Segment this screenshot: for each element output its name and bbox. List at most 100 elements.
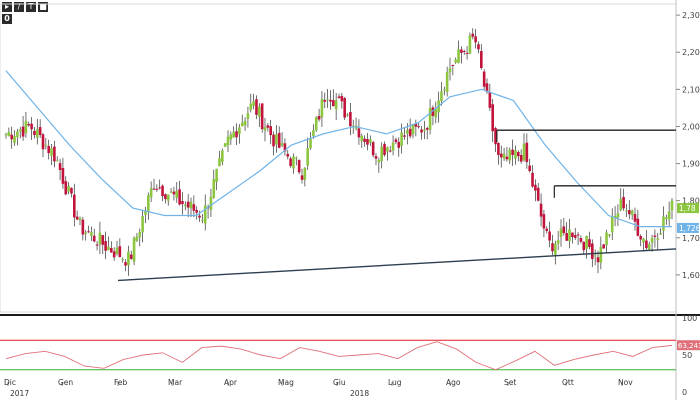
- candle-up: [36, 129, 39, 138]
- candle-up: [508, 149, 512, 161]
- x-axis-month-label: Lug: [388, 378, 402, 387]
- candle-down: [388, 150, 392, 152]
- candle-up: [50, 148, 53, 156]
- candle-down: [70, 187, 73, 194]
- candle-down: [332, 100, 335, 107]
- pointer-icon[interactable]: ▸: [2, 2, 12, 12]
- candle-down: [633, 214, 637, 222]
- candle-up: [13, 136, 16, 143]
- candle-down: [511, 149, 514, 156]
- candle-up: [249, 103, 253, 110]
- candle-down: [576, 234, 580, 236]
- candle-down: [491, 104, 494, 132]
- candle-up: [292, 156, 295, 169]
- text-icon[interactable]: T: [26, 2, 36, 12]
- candle-up: [656, 238, 660, 240]
- candle-down: [178, 189, 181, 205]
- candle-down: [269, 126, 272, 136]
- candle-down: [636, 218, 640, 236]
- candle-down: [517, 152, 520, 157]
- pen-icon[interactable]: /: [14, 2, 24, 12]
- candle-down: [152, 188, 156, 190]
- candle-up: [295, 157, 298, 159]
- candle-down: [505, 156, 509, 160]
- candle-up: [303, 167, 307, 180]
- candle-up: [18, 129, 22, 132]
- drawing-toolbar: ▸ / T ■ 0: [2, 2, 48, 24]
- candle-down: [30, 123, 33, 130]
- candle-down: [588, 239, 591, 248]
- candle-up: [334, 100, 338, 110]
- candle-down: [53, 146, 56, 162]
- candle-down: [101, 235, 105, 245]
- candle-down: [403, 135, 406, 137]
- candle-up: [386, 147, 389, 152]
- candle-up: [203, 205, 207, 224]
- candle-up: [667, 211, 671, 220]
- price-axis-label: 2,20: [682, 48, 700, 57]
- candle-down: [622, 197, 625, 209]
- rsi-axis-label: 0: [682, 388, 687, 397]
- candle-up: [16, 131, 19, 138]
- candle-up: [391, 142, 395, 151]
- candle-down: [471, 33, 475, 37]
- candle-down: [329, 99, 332, 102]
- candle-up: [662, 216, 665, 231]
- candle-down: [591, 243, 594, 259]
- candle-down: [425, 128, 429, 130]
- candle-down: [465, 52, 469, 54]
- candle-up: [55, 160, 59, 162]
- candle-down: [38, 127, 42, 135]
- candle-down: [482, 71, 486, 87]
- candle-down: [525, 142, 529, 163]
- candle-down: [562, 226, 566, 234]
- rsi-last-value-tag: 63,2436: [678, 342, 700, 350]
- candle-up: [107, 246, 110, 251]
- candle-down: [164, 194, 167, 200]
- candle-up: [559, 228, 563, 237]
- candle-up: [263, 127, 267, 131]
- candle-up: [232, 131, 235, 138]
- candle-down: [460, 49, 463, 53]
- candle-down: [551, 243, 554, 252]
- candle-down: [349, 112, 352, 127]
- candle-up: [189, 201, 193, 209]
- candle-up: [619, 198, 623, 211]
- candle-down: [394, 139, 398, 143]
- last-price-tag-bg: [677, 203, 699, 214]
- candle-up: [78, 218, 82, 220]
- candle-up: [4, 134, 8, 136]
- candle-down: [297, 160, 301, 173]
- candle-down: [33, 130, 36, 136]
- moving-average-tag: 1,7265: [679, 224, 700, 233]
- candle-down: [10, 134, 13, 140]
- candle-up: [670, 200, 674, 211]
- candle-up: [445, 72, 449, 92]
- candle-up: [610, 216, 614, 233]
- candle-down: [277, 132, 281, 148]
- candle-down: [118, 246, 122, 258]
- candle-down: [531, 172, 534, 187]
- candle-down: [340, 95, 344, 102]
- candle-down: [602, 244, 605, 249]
- candle-up: [121, 258, 124, 260]
- candle-down: [172, 191, 176, 195]
- candle-down: [21, 126, 25, 137]
- candle-down: [653, 235, 657, 237]
- candle-down: [64, 181, 68, 195]
- candle-down: [195, 210, 198, 213]
- candle-down: [545, 228, 549, 231]
- eraser-icon[interactable]: ■: [38, 2, 48, 12]
- x-axis-month-label: Mag: [278, 378, 294, 387]
- candle-down: [235, 131, 238, 138]
- candle-down: [255, 99, 258, 115]
- candle-down: [92, 235, 96, 242]
- candle-up: [522, 143, 526, 161]
- price-axis-label: 2,00: [682, 122, 700, 131]
- candle-up: [24, 120, 28, 134]
- candle-down: [397, 141, 401, 148]
- candle-up: [554, 243, 557, 255]
- candle-up: [240, 122, 244, 127]
- candle-down: [582, 241, 586, 251]
- candle-down: [474, 36, 477, 43]
